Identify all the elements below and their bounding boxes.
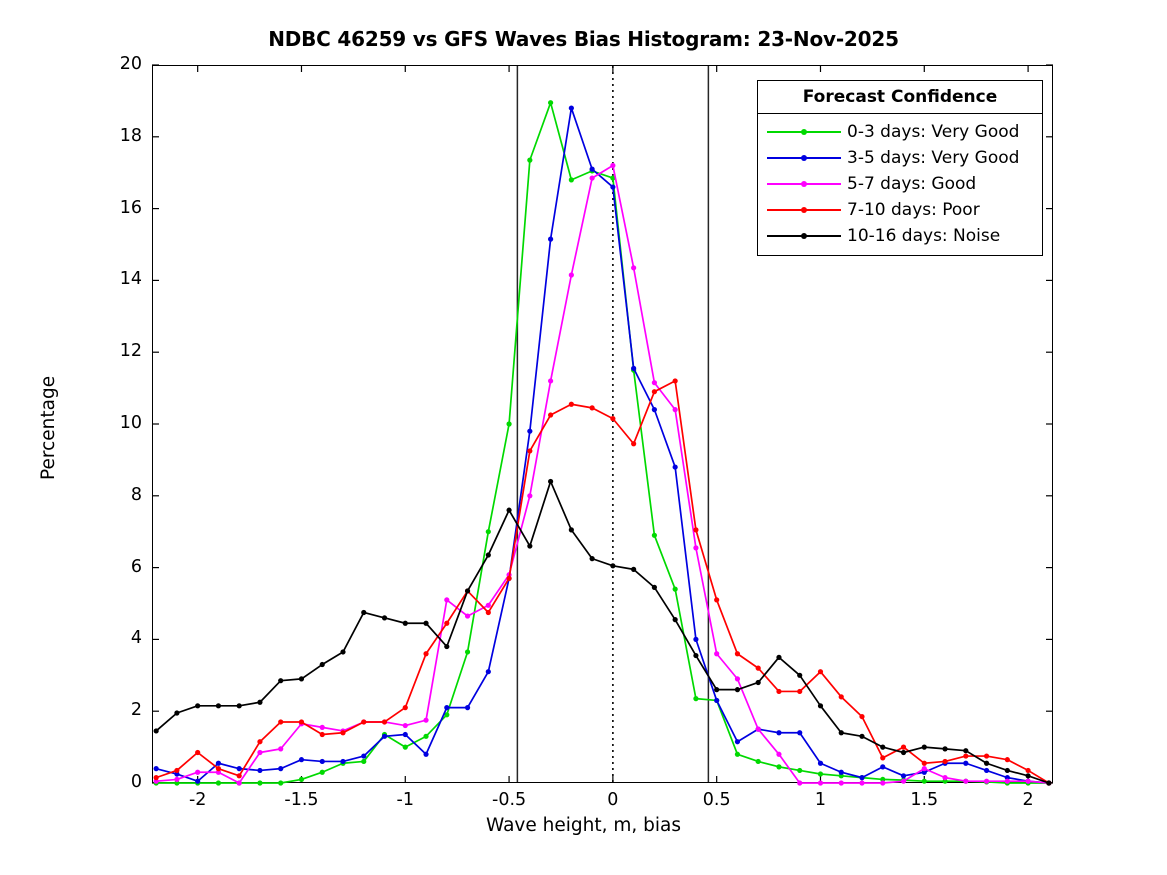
y-tick-label: 2 <box>130 700 142 721</box>
x-tick-label: -1.5 <box>284 790 319 810</box>
y-tick-label: 16 <box>119 197 142 218</box>
y-tick-label: 14 <box>119 269 142 290</box>
legend-line-swatch-icon <box>767 148 841 168</box>
series-line <box>153 478 1052 786</box>
legend-item[interactable]: 0-3 days: Very Good <box>758 119 1042 145</box>
x-tick-label: 0 <box>607 790 619 810</box>
legend-line-swatch-icon <box>767 174 841 194</box>
x-tick-label: -1 <box>396 790 414 810</box>
legend-item-label: 7-10 days: Poor <box>847 200 980 220</box>
legend-item-label: 10-16 days: Noise <box>847 226 1001 246</box>
x-axis-label: Wave height, m, bias <box>485 815 682 836</box>
legend-item[interactable]: 3-5 days: Very Good <box>758 145 1042 171</box>
x-tick-label: 1 <box>814 790 827 810</box>
x-tick-label: 0.5 <box>702 790 731 810</box>
legend-line-swatch-icon <box>767 122 841 142</box>
legend-item-label: 0-3 days: Very Good <box>847 122 1020 142</box>
x-tick-label: 1.5 <box>910 790 939 810</box>
y-tick-label: 10 <box>119 413 142 433</box>
x-tick-label: 2 <box>1022 790 1034 810</box>
y-tick-label: 6 <box>130 556 142 577</box>
legend-item[interactable]: 7-10 days: Poor <box>758 197 1042 223</box>
legend-line-swatch-icon <box>767 200 841 220</box>
y-tick-label: 8 <box>130 484 142 505</box>
x-tick-label: -0.5 <box>492 790 527 810</box>
legend-title: Forecast Confidence <box>758 81 1042 114</box>
chart-title: NDBC 46259 vs GFS Waves Bias Histogram: … <box>268 27 899 51</box>
legend-item[interactable]: 10-16 days: Noise <box>758 223 1042 249</box>
y-tick-label: 0 <box>130 772 142 792</box>
y-tick-label: 18 <box>119 125 142 146</box>
legend-line-swatch-icon <box>767 226 841 246</box>
y-tick-label: 20 <box>119 54 142 74</box>
legend-item-label: 5-7 days: Good <box>847 174 977 194</box>
legend-item[interactable]: 5-7 days: Good <box>758 171 1042 197</box>
legend-item-label: 3-5 days: Very Good <box>847 148 1020 168</box>
legend: Forecast Confidence 0-3 days: Very Good 3… <box>757 80 1043 256</box>
x-tick-label: -2 <box>188 790 207 810</box>
legend-items: 0-3 days: Very Good 3-5 days: Very Good 5-… <box>758 114 1042 255</box>
series-line <box>153 378 1052 786</box>
series-line <box>153 162 1052 786</box>
y-tick-label: 12 <box>119 341 142 362</box>
y-tick-label: 4 <box>130 628 142 649</box>
y-axis-label: Percentage <box>38 375 59 480</box>
